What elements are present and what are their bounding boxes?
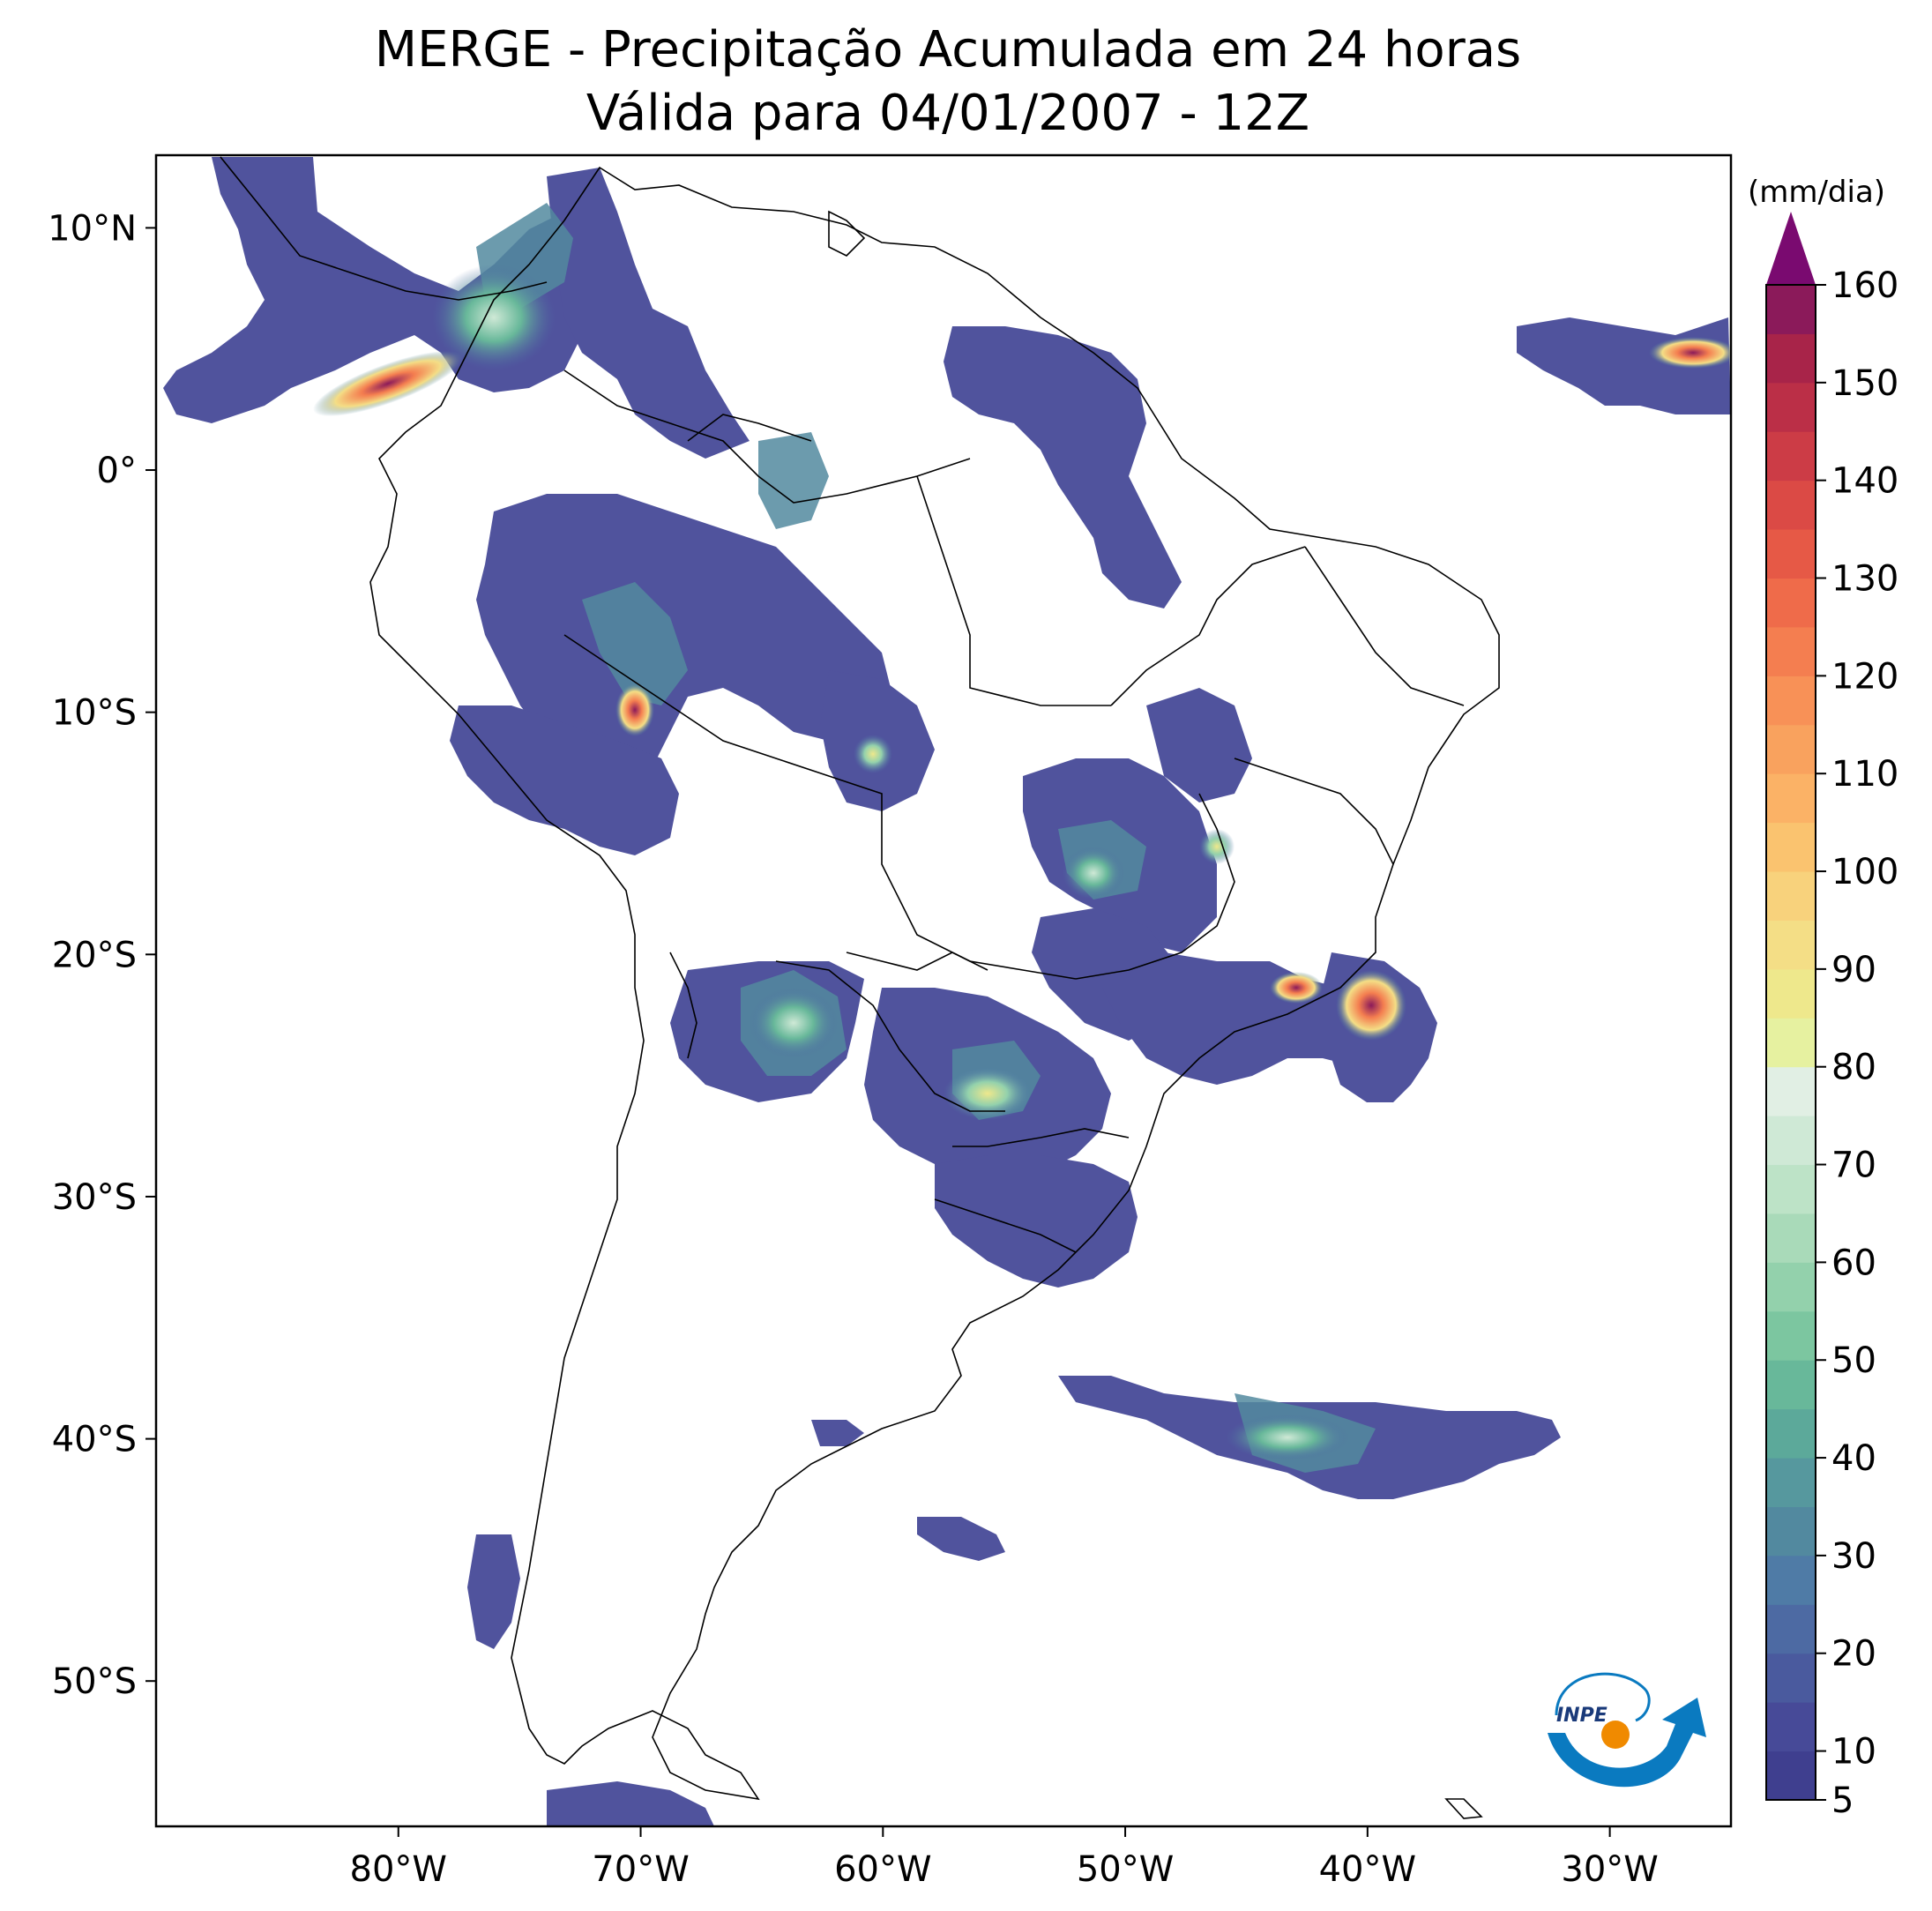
lat-tick-label: 40°S xyxy=(52,1420,137,1460)
colorbar-segment xyxy=(1766,1116,1816,1166)
colorbar-tick-label: 40 xyxy=(1831,1438,1876,1479)
lon-tick-label: 80°W xyxy=(350,1849,447,1890)
colorbar-tick-label: 60 xyxy=(1831,1243,1876,1283)
lat-tick-label: 20°S xyxy=(52,935,137,975)
colorbar-segment xyxy=(1766,578,1816,628)
lat-tick-label: 0° xyxy=(97,451,137,491)
precipitation-field xyxy=(163,157,1731,1826)
colorbar-tick-label: 30 xyxy=(1831,1536,1876,1577)
colorbar-tick-label: 160 xyxy=(1831,265,1898,306)
colorbar-segment xyxy=(1766,920,1816,970)
lon-tick-label: 70°W xyxy=(592,1849,689,1890)
colorbar-segment xyxy=(1766,968,1816,1019)
colorbar-segment xyxy=(1766,1408,1816,1459)
latitude-axis: 10°N 0° 10°S 20°S 30°S 40°S 50°S xyxy=(48,208,156,1702)
colorbar-segment xyxy=(1766,431,1816,481)
colorbar-segment xyxy=(1766,1458,1816,1507)
colorbar-segment xyxy=(1766,480,1816,530)
colorbar-frame xyxy=(1765,284,1816,1801)
colorbar-segment xyxy=(1766,1555,1816,1605)
colorbar-tick-label: 10 xyxy=(1831,1732,1876,1773)
colorbar-tick-label: 110 xyxy=(1831,754,1898,795)
colorbar-tick-label: 70 xyxy=(1831,1146,1876,1186)
colorbar-segment xyxy=(1766,1360,1816,1410)
colorbar-segment xyxy=(1766,1506,1816,1556)
colorbar-segment xyxy=(1766,1751,1816,1801)
logo-sun-icon xyxy=(1601,1721,1630,1749)
colorbar-tick-label: 20 xyxy=(1831,1634,1876,1675)
colorbar-segment xyxy=(1766,1702,1816,1752)
colorbar-segment xyxy=(1766,724,1816,774)
colorbar-segment xyxy=(1766,1262,1816,1312)
colorbar-segment xyxy=(1766,333,1816,384)
colorbar-tick-label: 5 xyxy=(1831,1780,1854,1821)
colorbar-segment xyxy=(1766,871,1816,921)
colorbar-segments xyxy=(1766,285,1816,1801)
colorbar-segment xyxy=(1766,773,1816,824)
colorbar-segment xyxy=(1766,529,1816,579)
lon-tick-label: 40°W xyxy=(1319,1849,1416,1890)
map-frame xyxy=(154,153,1733,1828)
colorbar-segment xyxy=(1766,822,1816,872)
colorbar-segment xyxy=(1766,1604,1816,1654)
logo-orbit-icon xyxy=(1555,1672,1651,1722)
colorbar-segment xyxy=(1766,626,1816,676)
colorbar-segment xyxy=(1766,285,1816,334)
colorbar-tick-label: 80 xyxy=(1831,1048,1876,1088)
coastlines xyxy=(220,156,1500,1819)
lon-tick-label: 50°W xyxy=(1077,1849,1174,1890)
map-title: MERGE - Precipitação Acumulada em 24 hor… xyxy=(374,21,1522,78)
colorbar-tick-label: 90 xyxy=(1831,950,1876,990)
colorbar-segment xyxy=(1766,1018,1816,1068)
colorbar-tick-label: 130 xyxy=(1831,559,1898,600)
longitude-axis: 80°W 70°W 60°W 50°W 40°W 30°W xyxy=(350,1826,1659,1890)
colorbar-tick-label: 150 xyxy=(1831,363,1898,404)
lat-tick-label: 10°S xyxy=(52,693,137,734)
colorbar-segment xyxy=(1766,382,1816,432)
colorbar-tick-label: 140 xyxy=(1831,461,1898,502)
map-subtitle: Válida para 04/01/2007 - 12Z xyxy=(586,85,1310,142)
colorbar-tick-label: 100 xyxy=(1831,852,1898,892)
colorbar-unit-label: (mm/dia) xyxy=(1748,175,1885,210)
logo-arrow-icon xyxy=(1548,1698,1706,1788)
colorbar-segment xyxy=(1766,676,1816,726)
lon-tick-label: 60°W xyxy=(834,1849,931,1890)
lon-tick-label: 30°W xyxy=(1561,1849,1658,1890)
colorbar-segment xyxy=(1766,1164,1816,1214)
colorbar-ticks: 5 10 20 30 40 50 60 70 80 90 100 110 120 130 140 150 160 xyxy=(1816,265,1898,1821)
colorbar-segment xyxy=(1766,1310,1816,1361)
lat-tick-label: 10°N xyxy=(48,208,137,249)
colorbar-tick-label: 50 xyxy=(1831,1340,1876,1381)
logo-text: INPE xyxy=(1556,1705,1608,1727)
colorbar-segment xyxy=(1766,1653,1816,1703)
colorbar-segment xyxy=(1766,1066,1816,1116)
lat-tick-label: 30°S xyxy=(52,1177,137,1218)
colorbar-segment xyxy=(1766,1213,1816,1263)
lat-tick-label: 50°S xyxy=(52,1661,137,1702)
colorbar-extend-arrow xyxy=(1766,212,1816,285)
colorbar: (mm/dia) 5 10 20 30 40 50 60 70 80 90 100 110 120 130… xyxy=(1748,175,1898,1821)
inpe-logo: INPE xyxy=(1548,1672,1706,1788)
colorbar-tick-label: 120 xyxy=(1831,656,1898,697)
